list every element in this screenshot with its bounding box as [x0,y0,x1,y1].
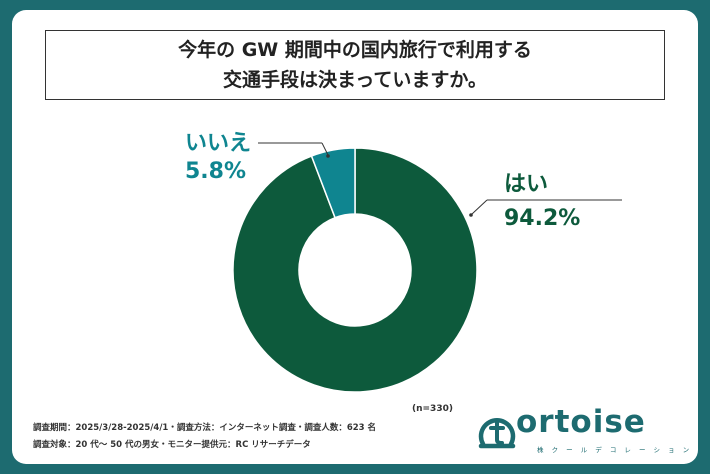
survey-notes: 調査期間：2025/3/28-2025/4/1・調査方法：インターネット調査・調… [33,420,376,454]
logo-subtext: 株 ク ー ル デ コ レ ー シ ョ ン [537,446,693,454]
leader-dot-no [326,154,330,158]
sample-size: (n=330) [412,404,453,414]
label-no-text: いいえ [185,131,252,156]
label-yes-text: はい [504,172,549,197]
leader-dot-yes [469,213,473,217]
leader-line-yes-diag [471,199,488,215]
donut-slice-yes [232,147,478,393]
chart-title-line-1: 今年の GW 期間中の国内旅行で利用する [178,39,532,61]
logo-wordmark: ortoise [516,404,646,440]
survey-note-period: 調査期間：2025/3/28-2025/4/1・調査方法：インターネット調査・調… [33,423,377,433]
label-yes: はい 94.2% [504,168,580,236]
chart-title: 今年の GW 期間中の国内旅行で利用する 交通手段は決まっていますか。 [45,30,665,100]
donut-slice-no [310,147,356,219]
survey-note-target: 調査対象：20 代～ 50 代の男女・モニター提供元：RC リサーチデータ [33,440,311,450]
chart-title-line-2: 交通手段は決まっていますか。 [223,69,487,91]
leader-line-no-diag [321,142,329,156]
tortoise-logo-mark-icon [478,418,516,449]
label-yes-value: 94.2% [504,206,581,231]
tortoise-logo: ortoise 株 ク ー ル デ コ レ ー シ ョ ン [475,404,689,454]
label-no: いいえ 5.8% [185,130,251,186]
label-no-value: 5.8% [185,159,247,184]
